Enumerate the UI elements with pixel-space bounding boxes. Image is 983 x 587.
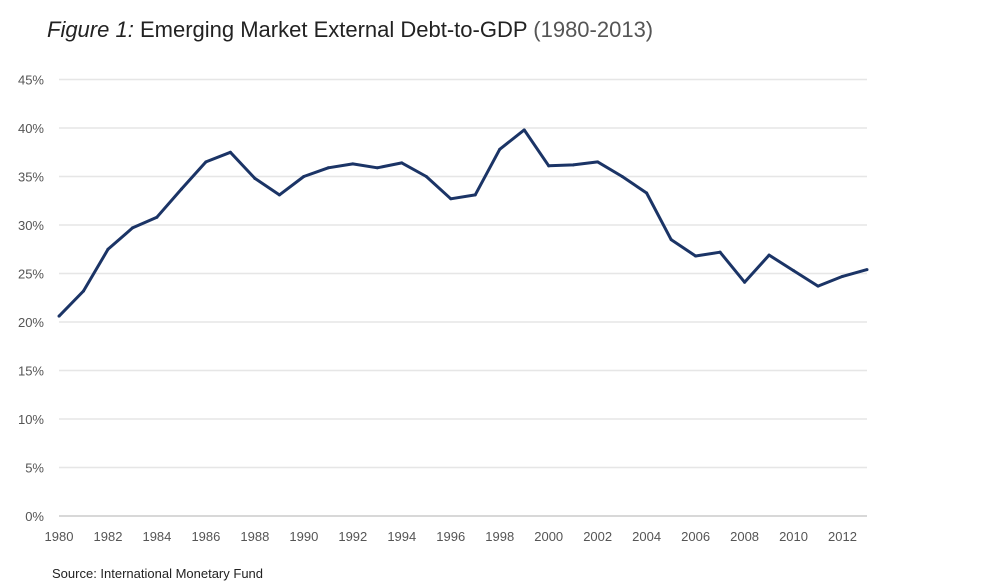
data-point [204, 160, 208, 164]
data-point [792, 269, 796, 273]
x-tick-label: 1988 [240, 529, 269, 544]
data-point [767, 253, 771, 257]
data-point [473, 193, 477, 197]
data-point [571, 163, 575, 167]
y-tick-label: 35% [18, 170, 44, 185]
data-point [841, 274, 845, 278]
data-point [106, 247, 110, 251]
figure-label: Figure 1: [47, 17, 134, 42]
data-point [57, 314, 61, 318]
y-tick-label: 5% [25, 461, 44, 476]
data-point [302, 175, 306, 178]
data-point [277, 193, 281, 197]
x-tick-label: 2006 [681, 529, 710, 544]
x-tick-label: 2010 [779, 529, 808, 544]
x-tick-label: 1980 [45, 529, 74, 544]
title-range: (1980-2013) [533, 17, 654, 42]
data-point [498, 147, 502, 151]
x-tick-label: 2000 [534, 529, 563, 544]
data-point [522, 128, 526, 132]
y-tick-label: 45% [18, 73, 44, 88]
data-point [400, 161, 404, 165]
x-tick-label: 2008 [730, 529, 759, 544]
data-point [155, 215, 159, 219]
source-note: Source: International Monetary Fund [52, 566, 264, 581]
data-point [81, 289, 85, 293]
data-point [596, 160, 600, 164]
x-tick-label: 1982 [94, 529, 123, 544]
data-point [253, 176, 257, 180]
data-point [694, 254, 698, 258]
x-tick-label: 1994 [387, 529, 416, 544]
data-point [351, 162, 355, 166]
x-tick-label: 1990 [289, 529, 318, 544]
x-tick-label: 2004 [632, 529, 661, 544]
chart-title: Figure 1: Emerging Market External Debt-… [47, 17, 653, 43]
data-point [449, 197, 453, 201]
data-point [743, 280, 747, 284]
y-tick-label: 25% [18, 267, 44, 282]
data-point [228, 150, 232, 154]
x-tick-label: 1984 [142, 529, 171, 544]
x-tick-label: 1992 [338, 529, 367, 544]
data-point [669, 238, 673, 242]
y-tick-label: 30% [18, 218, 44, 233]
x-tick-label: 2012 [828, 529, 857, 544]
y-tick-label: 0% [25, 509, 44, 524]
data-point [718, 250, 722, 254]
data-point [375, 166, 379, 170]
data-point [547, 164, 551, 168]
y-tick-label: 20% [18, 315, 44, 330]
data-point [645, 191, 649, 195]
data-point [130, 226, 134, 230]
x-tick-label: 1996 [436, 529, 465, 544]
x-tick-label: 1986 [191, 529, 220, 544]
data-point [865, 268, 869, 272]
series-line [57, 128, 868, 318]
data-point [816, 284, 820, 288]
data-point [179, 187, 183, 191]
title-main: Emerging Market External Debt-to-GDP [139, 17, 528, 42]
y-tick-label: 40% [18, 121, 44, 136]
data-point [424, 175, 428, 178]
data-point [326, 166, 330, 170]
y-tick-label: 15% [18, 364, 44, 379]
x-tick-label: 2002 [583, 529, 612, 544]
y-tick-label: 10% [18, 412, 44, 427]
data-point [620, 175, 624, 178]
x-tick-label: 1998 [485, 529, 514, 544]
